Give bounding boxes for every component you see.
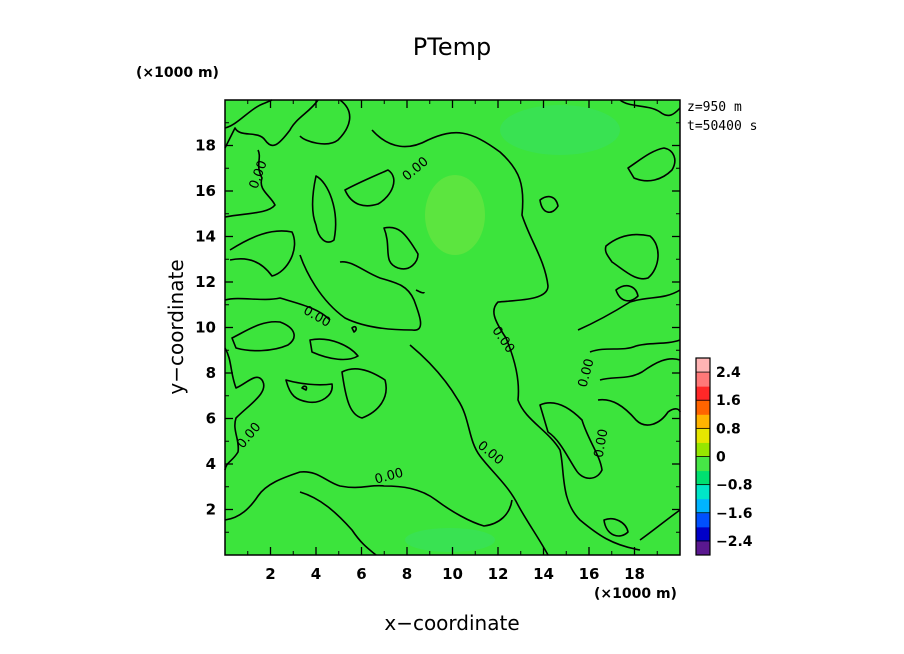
x-axis-unit: (×1000 m): [594, 586, 677, 602]
y-tick-label: 14: [195, 228, 216, 246]
y-tick-label: 2: [206, 501, 216, 519]
x-tick-label: 6: [356, 565, 366, 583]
contour-line: [299, 99, 351, 145]
contour-line: [577, 289, 681, 331]
contour-line: [615, 284, 639, 302]
contour-line: [409, 344, 549, 556]
contour-line: [539, 402, 603, 480]
contour-line: [311, 175, 337, 243]
y-tick-label: 12: [195, 273, 216, 291]
x-tick-label: 16: [579, 565, 600, 583]
field-shade-center: [425, 175, 485, 255]
contour-line: [299, 491, 377, 556]
contour-line: [231, 320, 295, 352]
field-shade-bottom: [405, 528, 495, 552]
contour-line: [301, 385, 308, 391]
colorbar-tick-label: −1.6: [716, 506, 753, 522]
contour-line: [229, 230, 296, 277]
contour-line: [371, 129, 549, 339]
contour-line: [415, 289, 425, 294]
y-tick-label: 8: [206, 364, 216, 382]
contour-line: [224, 99, 319, 149]
colorbar-tick-label: 2.4: [716, 365, 741, 381]
contour-line: [344, 169, 395, 207]
colorbar-tick-label: −0.8: [716, 478, 753, 494]
colorbar-swatch: [696, 414, 710, 429]
colorbar-swatch: [696, 442, 710, 457]
contour-label: 0.00: [576, 357, 598, 389]
contour-line: [627, 147, 676, 182]
x-tick-label: 4: [311, 565, 321, 583]
colorbar-swatch: [696, 358, 710, 373]
y-tick-label: 6: [206, 410, 216, 428]
contour-line: [351, 325, 357, 333]
contour-line: [299, 254, 422, 331]
contour-label: 0.00: [592, 428, 612, 459]
height-annotation: z=950 m: [687, 100, 742, 115]
colorbar-swatch: [696, 540, 710, 556]
colorbar-swatch: [696, 498, 710, 514]
contour-line: [224, 149, 276, 218]
y-tick-label: 18: [195, 137, 216, 155]
contour-label: 0.00: [373, 466, 405, 488]
contour-line: [309, 338, 359, 361]
colorbar-swatch: [696, 400, 710, 415]
x-tick-label: 18: [624, 565, 645, 583]
x-tick-label: 8: [402, 565, 412, 583]
contour-line: [589, 339, 681, 353]
field-background: [225, 100, 680, 555]
colorbar-swatch: [696, 470, 710, 486]
contour-line: [341, 368, 387, 419]
contour-line: [539, 195, 559, 213]
x-axis-title: x−coordinate: [384, 611, 519, 635]
time-annotation: t=50400 s: [687, 119, 757, 134]
contour-line: [224, 99, 273, 129]
plot-area: 0.00 0.00 0.00 0.00 0.00 0.00 0.00 0.00 …: [224, 99, 681, 556]
x-tick-label: 10: [442, 565, 463, 583]
contour-line: [224, 297, 331, 321]
contour-line: [285, 379, 333, 404]
contour-line: [505, 337, 641, 551]
contour-line: [619, 99, 681, 117]
contour-line: [224, 471, 513, 527]
x-tick-label: 2: [265, 565, 275, 583]
contour-line: [383, 226, 419, 270]
y-axis-title: y−coordinate: [164, 259, 188, 394]
contour-line: [639, 509, 681, 541]
chart-title: PTemp: [413, 33, 491, 61]
x-tick-label: 14: [533, 565, 554, 583]
field-shade-top: [500, 105, 620, 155]
contour-lines: [224, 99, 681, 556]
colorbar-swatch: [696, 526, 710, 542]
contour-line: [599, 357, 681, 381]
colorbar-tick-label: −2.4: [716, 534, 753, 550]
colorbar-swatch: [696, 512, 710, 528]
colorbar-swatch: [696, 386, 710, 401]
y-axis-unit: (×1000 m): [136, 65, 219, 81]
axis-ticks: 2 4 6 8 10 12 14 16 18 2 4 6 8 10 12 14 16 18: [195, 100, 680, 583]
contour-line: [224, 347, 265, 471]
contour-line: [597, 398, 681, 426]
contour-line: [604, 233, 659, 280]
contour-line: [603, 517, 629, 537]
y-tick-label: 16: [195, 182, 216, 200]
colorbar-swatch: [696, 484, 710, 500]
colorbar: 2.4 1.6 0.8 0 −0.8 −1.6 −2.4: [695, 357, 753, 556]
colorbar-swatch: [696, 456, 710, 472]
colorbar-tick-label: 0: [716, 450, 726, 466]
y-tick-label: 4: [206, 455, 216, 473]
colorbar-tick-label: 0.8: [716, 421, 741, 437]
y-tick-label: 10: [195, 319, 216, 337]
colorbar-swatch: [696, 428, 710, 443]
colorbar-tick-label: 1.6: [716, 393, 741, 409]
x-tick-label: 12: [488, 565, 509, 583]
colorbar-swatch: [696, 372, 710, 387]
